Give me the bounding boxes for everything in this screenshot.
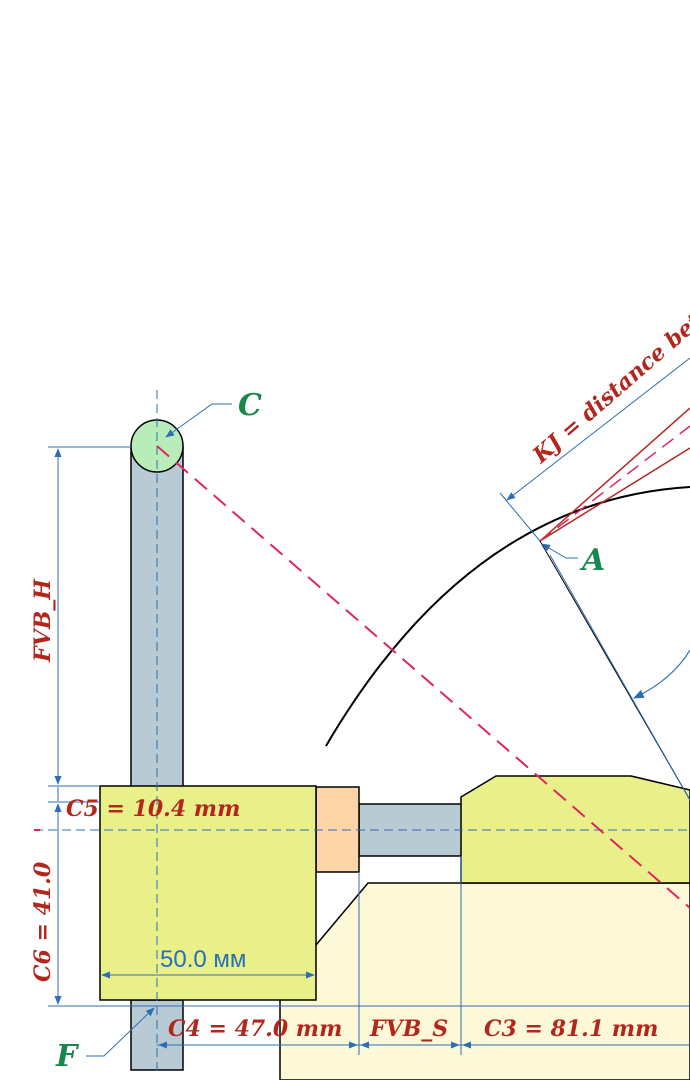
a-leader	[541, 543, 578, 559]
kj-dim-line	[506, 357, 690, 501]
red-dashed-diagonal	[156, 445, 690, 909]
point-a-label: A	[579, 543, 605, 578]
c-leader	[165, 403, 232, 438]
kj-extension	[499, 492, 541, 542]
f-leader	[86, 1007, 155, 1057]
radius-dim-line	[549, 554, 690, 801]
angle-arc	[633, 649, 690, 699]
red-ray-2	[539, 447, 690, 542]
fvb-h-label: FVB_H	[30, 578, 56, 663]
swing-arc	[325, 486, 690, 747]
clamp-block	[99, 785, 317, 1001]
c5-label: C5 = 10.4 mm	[66, 796, 240, 822]
c6-label: C6 = 41.0	[30, 861, 56, 982]
fvb-s-label: FVB_S	[369, 1016, 448, 1042]
c4-label: C4 = 47.0 mm	[168, 1016, 342, 1042]
red-ray-1	[539, 407, 690, 542]
point-c-label: C	[238, 388, 262, 423]
point-f-label: F	[55, 1039, 80, 1074]
base-block	[279, 882, 690, 1080]
red-ray-3	[539, 425, 690, 542]
c3-label: C3 = 81.1 mm	[484, 1016, 658, 1042]
width-label: 50.0 мм	[160, 946, 246, 973]
